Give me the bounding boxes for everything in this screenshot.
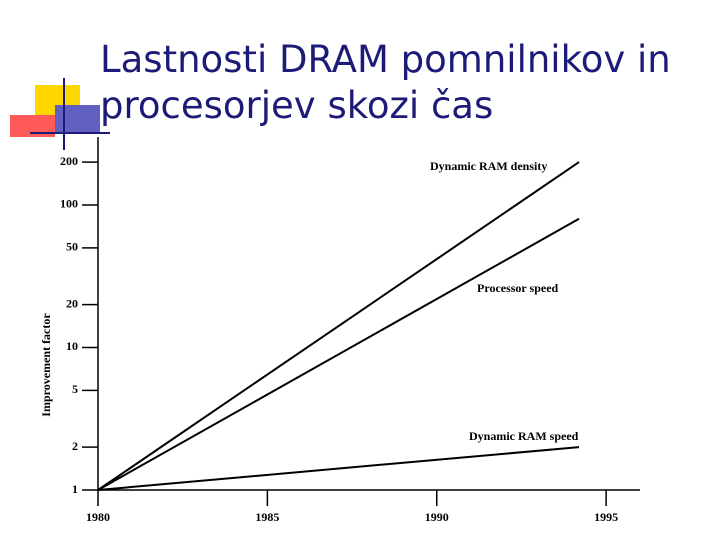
- slide-title: Lastnosti DRAM pomnilnikov in procesorjev…: [100, 38, 671, 127]
- y-tick-label: 5: [72, 382, 78, 396]
- y-tick-label: 2: [72, 439, 78, 453]
- y-tick-label: 1: [72, 482, 78, 496]
- y-tick-label: 100: [60, 197, 78, 211]
- x-tick-label: 1980: [86, 510, 110, 524]
- x-tick-label: 1995: [594, 510, 618, 524]
- series-label: Dynamic RAM density: [430, 159, 547, 173]
- title-line: procesorjev skozi čas: [100, 84, 493, 127]
- deco-square: [55, 105, 100, 133]
- series-line: [97, 446, 580, 491]
- deco-square: [10, 115, 55, 137]
- y-axis-label: Improvement factor: [39, 313, 53, 417]
- y-tick-label: 200: [60, 154, 78, 168]
- series-label: Processor speed: [477, 281, 559, 295]
- y-tick-label: 50: [66, 240, 78, 254]
- y-tick-label: 10: [66, 339, 78, 353]
- series-line: [97, 217, 580, 491]
- y-tick-label: 20: [66, 296, 78, 310]
- series-label: Dynamic RAM speed: [469, 429, 579, 443]
- series-line: [97, 161, 580, 491]
- title-line: Lastnosti DRAM pomnilnikov in: [100, 38, 671, 81]
- x-tick-label: 1985: [255, 510, 279, 524]
- x-tick-label: 1990: [425, 510, 449, 524]
